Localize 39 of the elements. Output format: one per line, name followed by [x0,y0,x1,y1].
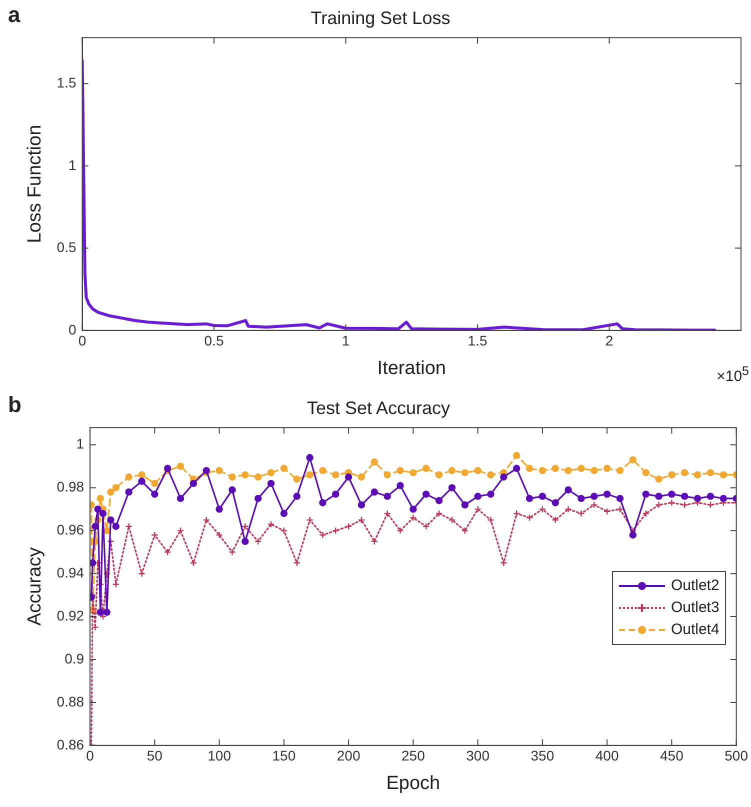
x-tick-label: 150 [272,748,296,764]
y-tick-label: 0.96 [56,522,84,538]
text: ×10$^{5}$ [716,364,749,386]
x-tick-label: 200 [336,748,360,764]
y-tick-label: 1.5 [56,74,76,91]
y-tick-label: 0.5 [56,239,76,256]
x-tick-label: 2 [605,332,614,349]
x-tick-label: 400 [595,748,619,764]
x-axis-title: Epoch [386,772,440,794]
y-tick-label: 0.98 [56,478,84,495]
legend-label: Outlet2 [670,577,720,594]
y-axis-title: Loss Function [24,124,46,244]
text: a [8,2,20,28]
chart-title: Test Set Accuracy [306,398,450,418]
x-tick-label: 300 [466,748,490,764]
chart-title: Training Set Loss [310,8,450,28]
legend-label: Outlet3 [670,599,720,616]
y-tick-label: 1 [68,156,76,173]
y-tick-label: 0.88 [56,693,84,710]
x-axis-title: Iteration [377,358,446,379]
x-tick-label: 250 [402,748,426,764]
y-tick-label: 0.94 [56,564,84,580]
x-tick-label: 0.5 [204,332,224,349]
x-tick-label: 100 [208,748,232,764]
text: b [8,392,22,418]
x-tick-label: 0 [86,748,94,764]
x-tick-label: 450 [660,748,684,764]
x-tick-label: 1.5 [468,332,488,349]
y-tick-label: 0.92 [56,607,84,624]
y-tick-label: 1 [76,436,84,452]
y-axis-title: Accuracy [24,546,46,626]
x-tick-label: 1 [342,332,350,349]
x-tick-label: 500 [724,748,748,764]
x-tick-label: 350 [530,748,554,764]
y-tick-label: 0 [68,321,76,338]
legend-label: Outlet4 [670,621,720,638]
x-tick-label: 50 [146,748,163,764]
y-tick-label: 0.86 [56,736,84,752]
y-tick-label: 0.9 [64,650,84,666]
